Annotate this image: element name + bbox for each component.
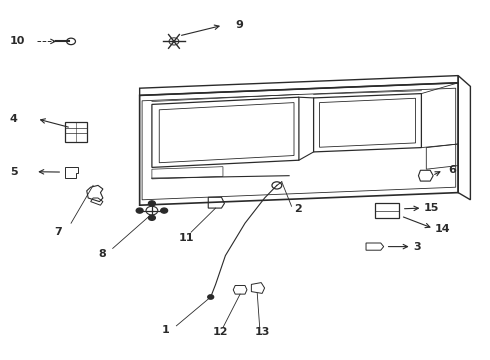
- Text: 7: 7: [54, 227, 62, 237]
- Text: 12: 12: [213, 327, 229, 337]
- Text: 9: 9: [235, 20, 243, 30]
- Circle shape: [208, 295, 214, 299]
- Text: 5: 5: [10, 167, 18, 177]
- Text: 2: 2: [294, 204, 302, 214]
- Text: 4: 4: [10, 114, 18, 124]
- Circle shape: [136, 208, 143, 213]
- Circle shape: [161, 208, 168, 213]
- Text: 8: 8: [98, 249, 106, 259]
- Text: 11: 11: [179, 233, 195, 243]
- Text: 6: 6: [448, 165, 456, 175]
- Text: 10: 10: [10, 36, 25, 46]
- Text: 13: 13: [255, 327, 270, 337]
- Circle shape: [148, 201, 155, 206]
- Text: 1: 1: [162, 325, 170, 336]
- Text: 3: 3: [413, 242, 421, 252]
- Circle shape: [148, 215, 155, 220]
- Text: 14: 14: [435, 224, 451, 234]
- Text: 15: 15: [424, 203, 439, 213]
